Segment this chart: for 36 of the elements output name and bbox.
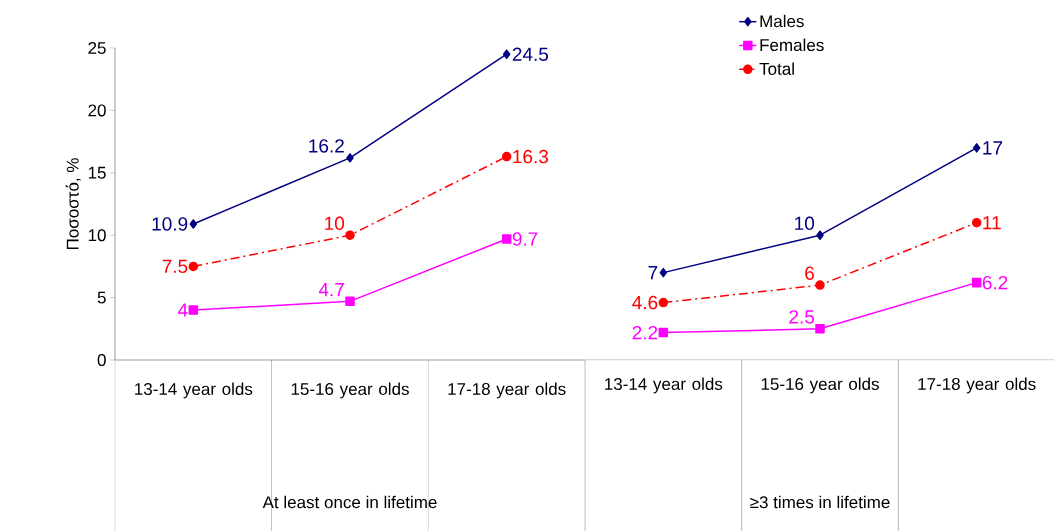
data-label: 24.5	[512, 47, 549, 61]
x-tick-label: 13-14 year olds	[135, 382, 253, 399]
y-tick-label: 0	[97, 353, 106, 367]
data-label: 10	[325, 216, 345, 231]
data-label: 4	[178, 303, 188, 317]
y-tick-label: 15	[88, 166, 106, 179]
data-label: 2.5	[789, 310, 815, 324]
y-tick-label: 20	[88, 104, 106, 117]
data-label: 4.6	[632, 295, 658, 310]
data-label: 4.7	[318, 283, 344, 297]
x-tick-label: 15-16 year olds	[291, 382, 409, 399]
data-label: 16.2	[309, 139, 344, 153]
x-tick-label: 17-18 year olds	[448, 382, 566, 399]
data-label: 7.5	[162, 259, 188, 274]
y-axis-title: Ποσοστό, %	[65, 158, 81, 250]
legend-label: Females	[760, 38, 824, 52]
data-label: 9.7	[512, 232, 538, 246]
data-label: 2.2	[632, 325, 658, 340]
y-tick-label: 5	[97, 291, 106, 304]
data-label: 10	[795, 216, 815, 231]
data-label: 10.9	[152, 217, 188, 231]
y-tick-label: 10	[88, 229, 106, 242]
data-label: 6.2	[982, 275, 1008, 290]
legend-label: Total	[759, 62, 794, 75]
x-tick-label: 15-16 year olds	[761, 377, 879, 394]
data-label: 16.3	[513, 149, 549, 164]
x-axis-title: ≥3 times in lifetime	[750, 495, 890, 509]
x-tick-label: 13-14 year olds	[605, 377, 723, 394]
legend-label: Males	[760, 14, 804, 28]
x-tick-label: 17-18 year olds	[918, 377, 1036, 394]
x-axis-title: At least once in lifetime	[262, 495, 437, 509]
data-label: 11	[983, 216, 1001, 230]
y-tick-label: 25	[88, 41, 106, 55]
data-label: 6	[805, 266, 814, 280]
data-label: 7	[648, 266, 658, 280]
data-label: 17	[983, 141, 1003, 155]
